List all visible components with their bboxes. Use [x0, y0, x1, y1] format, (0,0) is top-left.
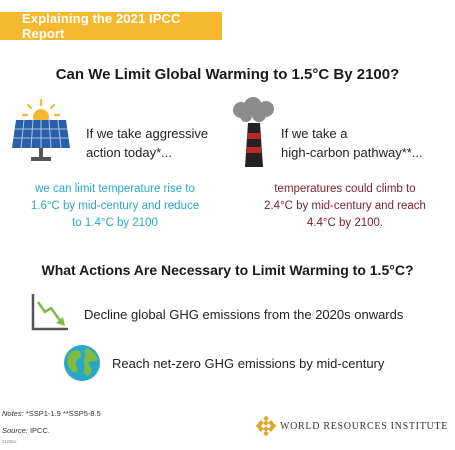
report-banner: Explaining the 2021 IPCC Report: [0, 11, 222, 41]
source-line: Source: IPCC.: [2, 426, 50, 435]
heading-line: If we take aggressive: [86, 126, 209, 141]
notes-text: *SSP1-1.9 **SSP5-8.5: [23, 409, 101, 418]
wri-org-name: WORLD RESOURCES INSTITUTE: [280, 421, 449, 432]
result-line: 1.6°C by mid-century and reduce: [30, 200, 200, 212]
action-net-zero: Reach net-zero GHG emissions by mid-cent…: [112, 356, 385, 371]
result-line: 4.4°C by 2100.: [306, 217, 384, 229]
declining-line: [36, 301, 63, 323]
scenario-high-carbon-result: temperatures could climb to 2.4°C by mid…: [250, 181, 440, 232]
footnotes: Notes: *SSP1-1.9 **SSP5-8.5: [2, 409, 101, 418]
source-label: Source:: [2, 426, 28, 435]
heading-line: If we take a: [281, 126, 348, 141]
smokestack-icon: [233, 97, 274, 167]
figure-code: 2108xx: [2, 439, 17, 444]
page-title: Can We Limit Global Warming to 1.5°C By …: [55, 66, 400, 83]
sun-rays: [21, 98, 61, 117]
land: [67, 350, 82, 373]
globe-icon: [64, 345, 100, 381]
wri-logo-icon: [256, 416, 276, 436]
chimney: [245, 123, 263, 167]
action-decline-emissions: Decline global GHG emissions from the 20…: [84, 307, 404, 322]
heading-line: action today*...: [86, 145, 172, 160]
declining-chart-icon: [31, 294, 68, 331]
arrow-head: [56, 317, 65, 326]
scenario-aggressive-result: we can limit temperature rise to 1.6°C b…: [20, 181, 210, 232]
panel-base: [31, 157, 51, 161]
chart-axes: [31, 294, 68, 331]
solar-panel-icon: [12, 98, 70, 161]
result-line: temperatures could climb to: [274, 183, 416, 195]
scenario-high-carbon-heading: If we take a high-carbon pathway**...: [281, 124, 423, 162]
actions-section-title: What Actions Are Necessary to Limit Warm…: [41, 262, 414, 278]
land: [83, 348, 98, 376]
panel-post: [39, 148, 43, 157]
scenario-aggressive-heading: If we take aggressive action today*...: [86, 124, 208, 162]
result-line: we can limit temperature rise to: [35, 183, 195, 195]
result-line: 2.4°C by mid-century and reach: [264, 200, 426, 212]
source-text: IPCC.: [27, 426, 50, 435]
result-line: to 1.4°C by 2100: [72, 217, 158, 229]
smoke-cloud: [233, 97, 274, 122]
notes-label: Notes:: [2, 409, 24, 418]
heading-line: high-carbon pathway**...: [281, 145, 423, 160]
